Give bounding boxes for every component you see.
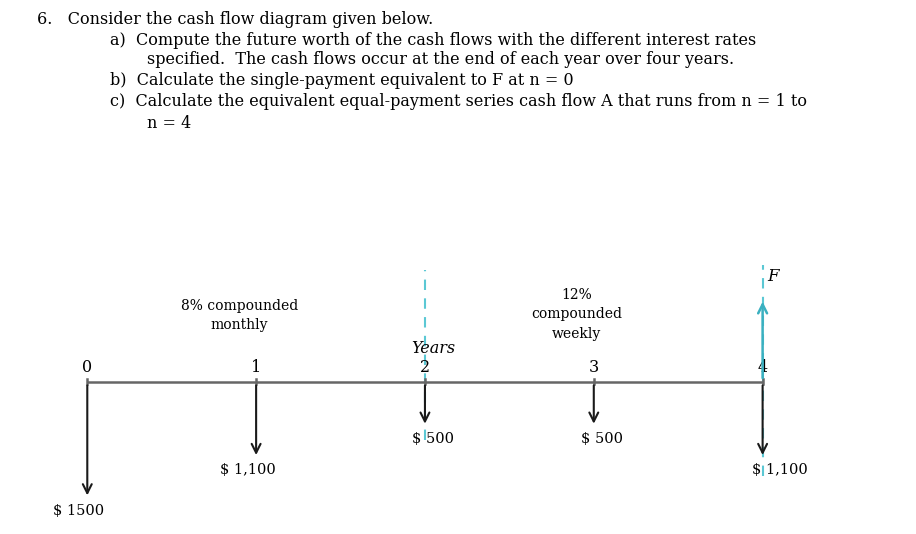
Text: n = 4: n = 4	[147, 115, 191, 132]
Text: $ 1,100: $ 1,100	[220, 463, 276, 477]
Text: 12%
compounded
weekly: 12% compounded weekly	[531, 288, 622, 341]
Text: specified.  The cash flows occur at the end of each year over four years.: specified. The cash flows occur at the e…	[147, 51, 734, 68]
Text: 0: 0	[82, 359, 93, 376]
Text: 3: 3	[589, 359, 599, 376]
Text: $ 500: $ 500	[582, 432, 623, 446]
Text: 1: 1	[251, 359, 261, 376]
Text: 2: 2	[420, 359, 430, 376]
Text: $ 500: $ 500	[412, 432, 454, 446]
Text: a)  Compute the future worth of the cash flows with the different interest rates: a) Compute the future worth of the cash …	[110, 32, 757, 49]
Text: F: F	[767, 269, 779, 286]
Text: c)  Calculate the equivalent equal-payment series cash flow A that runs from n =: c) Calculate the equivalent equal-paymen…	[110, 93, 807, 111]
Text: 4: 4	[758, 359, 768, 376]
Text: b)  Calculate the single-payment equivalent to F at n = 0: b) Calculate the single-payment equivale…	[110, 72, 573, 89]
Text: $ 1,100: $ 1,100	[752, 463, 807, 477]
Text: 6.   Consider the cash flow diagram given below.: 6. Consider the cash flow diagram given …	[37, 11, 433, 28]
Text: 8% compounded
monthly: 8% compounded monthly	[180, 299, 298, 332]
Text: Years: Years	[411, 340, 455, 357]
Text: $ 1500: $ 1500	[53, 504, 104, 517]
